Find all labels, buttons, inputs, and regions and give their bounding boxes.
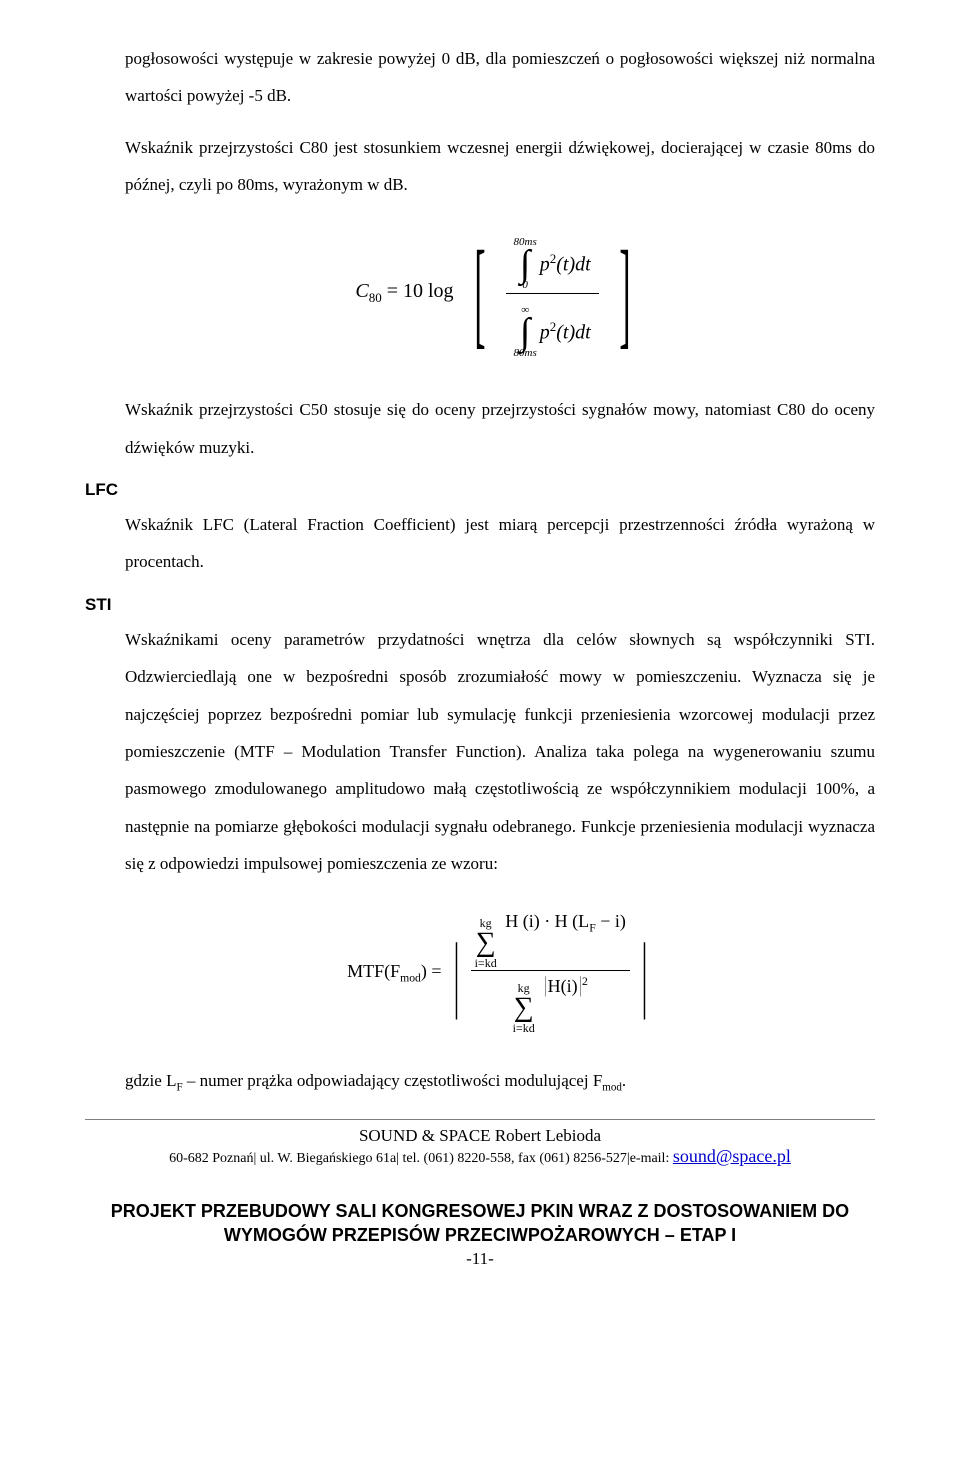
footer-divider: [85, 1119, 875, 1120]
sum-lower-1: i=kd: [475, 957, 497, 969]
abs-bar-right-icon: |: [641, 935, 647, 1012]
footer-contact: 60-682 Poznań| ul. W. Biegańskiego 61a| …: [85, 1146, 875, 1167]
mtf-num-a: H (i) · H (L: [505, 911, 589, 931]
integrand-tail-2: (t)dt: [556, 322, 590, 344]
mtf-den-sup: 2: [582, 975, 588, 988]
integral-icon: ∫: [520, 316, 530, 348]
page-number: -11-: [85, 1249, 875, 1269]
formula-mtf: MTF(Fmod) = | kg ∑ i=kd H (i) · H (LF − …: [125, 910, 875, 1035]
right-bracket-icon: ]: [619, 242, 630, 344]
paragraph-poglosowosc: pogłosowości występuje w zakresie powyże…: [125, 40, 875, 115]
gdzie-end: .: [622, 1071, 626, 1090]
int-lower-1: 0: [522, 280, 528, 291]
paragraph-sti: Wskaźnikami oceny parametrów przydatnośc…: [125, 621, 875, 883]
integrand-tail-1: (t)dt: [556, 254, 590, 276]
c80-lhs-sub: 80: [369, 290, 382, 305]
paragraph-c50-c80: Wskaźnik przejrzystości C50 stosuje się …: [125, 391, 875, 466]
sigma-icon: ∑: [476, 929, 496, 957]
paragraph-c80-def: Wskaźnik przejrzystości C80 jest stosunk…: [125, 129, 875, 204]
gdzie-sub2: mod: [602, 1082, 622, 1094]
footer-email-link[interactable]: sound@space.pl: [673, 1146, 791, 1166]
paragraph-lfc: Wskaźnik LFC (Lateral Fraction Coefficie…: [125, 506, 875, 581]
mtf-arg-sub: mod: [400, 972, 421, 985]
mtf-num-b: − i): [596, 911, 626, 931]
formula-c80: C80 = 10 log [ 80ms ∫ 0 p2(t)dt: [125, 226, 875, 362]
mtf-lhs: MTF: [347, 961, 384, 981]
integrand-p-2: p: [540, 322, 550, 344]
paragraph-gdzie: gdzie LF – numer prążka odpowiadający cz…: [125, 1065, 875, 1098]
gdzie-mid: – numer prążka odpowiadający częstotliwo…: [183, 1071, 603, 1090]
section-sti-label: STI: [85, 595, 875, 615]
sigma-icon: ∑: [514, 994, 534, 1022]
integral-icon: ∫: [520, 248, 530, 280]
c80-eq: = 10 log: [382, 280, 454, 302]
footer-company: SOUND & SPACE Robert Lebioda: [85, 1126, 875, 1146]
mtf-den-expr: H(i): [548, 976, 578, 996]
mtf-eq: =: [427, 961, 442, 981]
sum-lower-2: i=kd: [513, 1022, 535, 1034]
section-lfc-label: LFC: [85, 480, 875, 500]
project-title: PROJEKT PRZEBUDOWY SALI KONGRESOWEJ PKIN…: [85, 1199, 875, 1248]
gdzie-pre: gdzie L: [125, 1071, 176, 1090]
footer-address: 60-682 Poznań| ul. W. Biegańskiego 61a| …: [169, 1151, 673, 1166]
left-bracket-icon: [: [474, 242, 485, 344]
abs-bar-left-icon: |: [453, 935, 459, 1012]
integrand-p-1: p: [540, 254, 550, 276]
c80-lhs-sym: C: [355, 280, 368, 302]
mtf-arg: F: [390, 961, 400, 981]
int-lower-2: 80ms: [514, 348, 537, 359]
